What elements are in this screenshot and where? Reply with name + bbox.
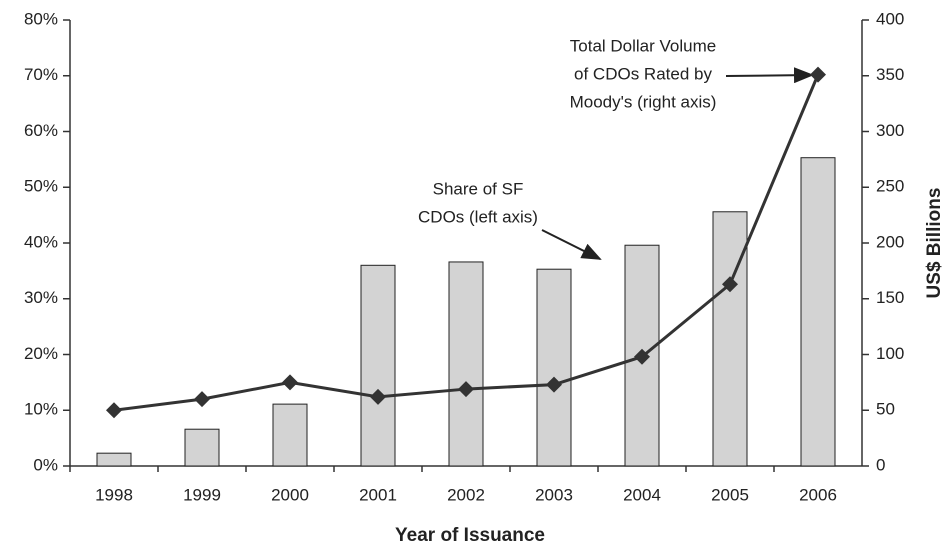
- marker: [458, 381, 474, 398]
- marker: [722, 276, 738, 293]
- marker: [106, 402, 122, 419]
- y2-tick-label: 150: [876, 288, 904, 307]
- marker: [634, 348, 650, 365]
- y2-tick-label: 400: [876, 9, 904, 28]
- y-tick-label: 70%: [24, 65, 58, 84]
- y-tick-label: 50%: [24, 177, 58, 196]
- y2-tick-label: 200: [876, 232, 904, 251]
- x-axis-label: Year of Issuance: [395, 525, 545, 546]
- marker: [282, 374, 298, 391]
- x-tick-label: 2000: [271, 485, 309, 504]
- bar: [536, 268, 572, 467]
- x-tick-label: 2001: [359, 485, 397, 504]
- x-tick-label: 1999: [183, 485, 221, 504]
- x-tick-label: 2006: [799, 485, 837, 504]
- marker: [546, 376, 562, 393]
- bar: [800, 157, 836, 467]
- marker: [370, 388, 386, 405]
- y2-tick-label: 100: [876, 344, 904, 363]
- y2-tick-label: 50: [876, 400, 895, 419]
- annotation-arrow: [541, 229, 602, 260]
- y-tick-label: 20%: [24, 344, 58, 363]
- annotation: Moody's (right axis): [570, 92, 717, 111]
- annotation: Share of SF: [433, 179, 524, 198]
- y-tick-label: 60%: [24, 121, 58, 140]
- y2-axis-label: US$ Billions: [924, 188, 945, 299]
- y2-tick-label: 250: [876, 177, 904, 196]
- bar: [448, 261, 484, 467]
- marker: [194, 391, 210, 408]
- x-tick-label: 2003: [535, 485, 573, 504]
- x-tick-label: 2005: [711, 485, 749, 504]
- x-tick-label: 2002: [447, 485, 485, 504]
- y-tick-label: 80%: [24, 9, 58, 28]
- y-tick-label: 10%: [24, 400, 58, 419]
- y-tick-label: 40%: [24, 232, 58, 251]
- annotation-arrow: [725, 67, 814, 84]
- bar: [96, 452, 132, 467]
- y2-tick-label: 0: [876, 455, 885, 474]
- bar: [272, 403, 308, 467]
- bar: [360, 264, 396, 467]
- y-tick-label: 0%: [33, 455, 58, 474]
- annotation: CDOs (left axis): [418, 207, 538, 226]
- marker: [810, 66, 826, 83]
- y-tick-label: 30%: [24, 288, 58, 307]
- y2-tick-label: 350: [876, 65, 904, 84]
- x-tick-label: 1998: [95, 485, 133, 504]
- bar: [712, 211, 748, 467]
- y2-tick-label: 300: [876, 121, 904, 140]
- bar: [184, 428, 220, 467]
- annotation: of CDOs Rated by: [574, 64, 712, 83]
- x-tick-label: 2004: [623, 485, 661, 504]
- annotation: Total Dollar Volume: [570, 36, 716, 55]
